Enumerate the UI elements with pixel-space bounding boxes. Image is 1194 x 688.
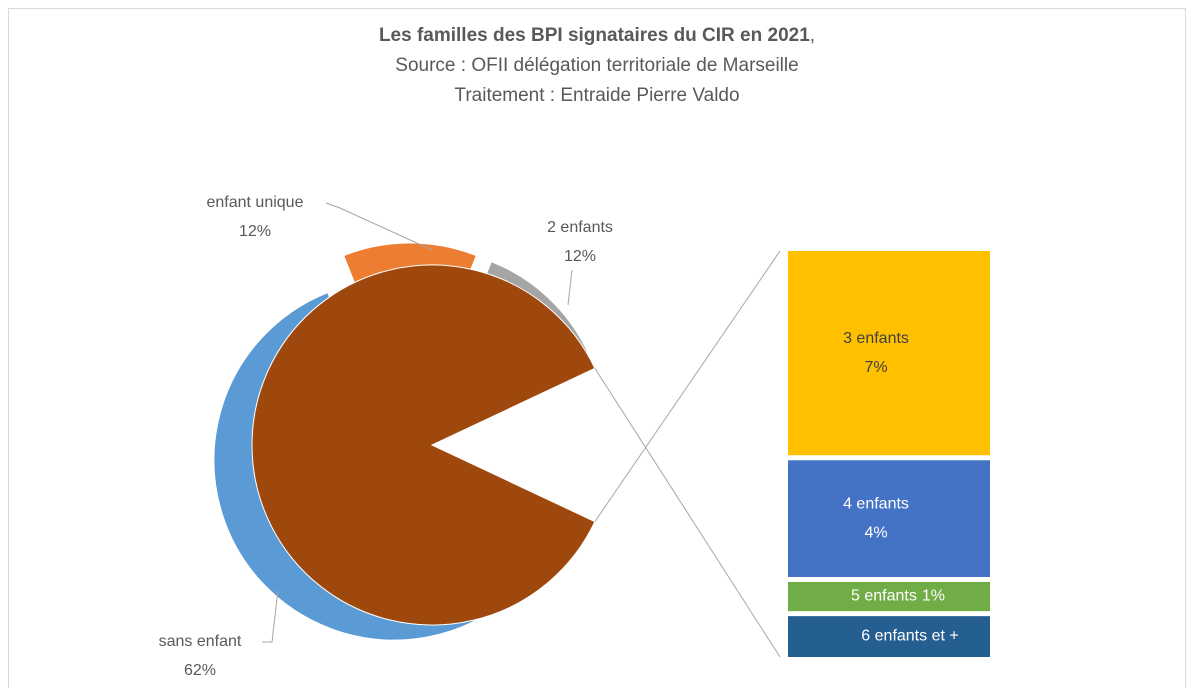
bar-label-name: 4 enfants <box>843 496 909 513</box>
slice-label: 3 enfants ou plus 14% <box>542 421 608 494</box>
slice-label-line: 3 enfants <box>542 421 608 438</box>
bar-segment <box>788 251 990 456</box>
bar-label-name: 5 enfants <box>851 588 917 605</box>
slice-label: sans enfant 62% <box>159 633 242 679</box>
slice-label: enfant unique 12% <box>207 194 304 240</box>
slice-label-name: sans enfant <box>159 633 242 650</box>
connector-line <box>594 368 781 658</box>
slice-label-name: 2 enfants <box>547 219 613 236</box>
bar-label-value: 1% <box>922 588 945 605</box>
bar-segment <box>788 460 990 577</box>
slice-label-value: 62% <box>184 662 216 679</box>
bar-label-value: 7% <box>864 359 887 376</box>
leader-line <box>325 202 433 251</box>
bar-label: 4 enfants 4% <box>843 496 909 542</box>
slice-label-value: 12% <box>239 223 271 240</box>
slice-label-value: 12% <box>564 248 596 265</box>
title-main: Les familles des BPI signataires du CIR … <box>379 25 810 46</box>
leader-line <box>567 269 573 306</box>
slice-label-name: 3 enfants ou plus <box>542 421 608 465</box>
leader-line <box>262 589 279 643</box>
bar-segment <box>788 616 990 657</box>
bar-label-name: 6 enfants et + <box>861 628 958 645</box>
bar-label: 6 enfants et + <box>861 628 958 645</box>
bar-label-value: 4% <box>864 525 887 542</box>
bar-label-name: 3 enfants <box>843 330 909 347</box>
slice-label: 2 enfants 12% <box>547 219 613 265</box>
slice-label-name: enfant unique <box>207 194 304 211</box>
pie-slice <box>251 264 596 626</box>
connector-line <box>594 250 781 522</box>
chart-border <box>8 8 1186 688</box>
bar-label: 3 enfants 7% <box>843 330 909 376</box>
bar-segment <box>788 581 990 612</box>
chart-title: Les familles des BPI signataires du CIR … <box>379 25 815 46</box>
bar-label: 5 enfants 1% <box>851 588 945 605</box>
slice-label-value: 14% <box>559 477 591 494</box>
slice-label-line: ou plus <box>549 448 601 465</box>
subtitle: Traitement : Entraide Pierre Valdo <box>454 85 739 106</box>
subtitle: Source : OFII délégation territoriale de… <box>395 55 798 76</box>
title-suffix: , <box>810 25 815 46</box>
